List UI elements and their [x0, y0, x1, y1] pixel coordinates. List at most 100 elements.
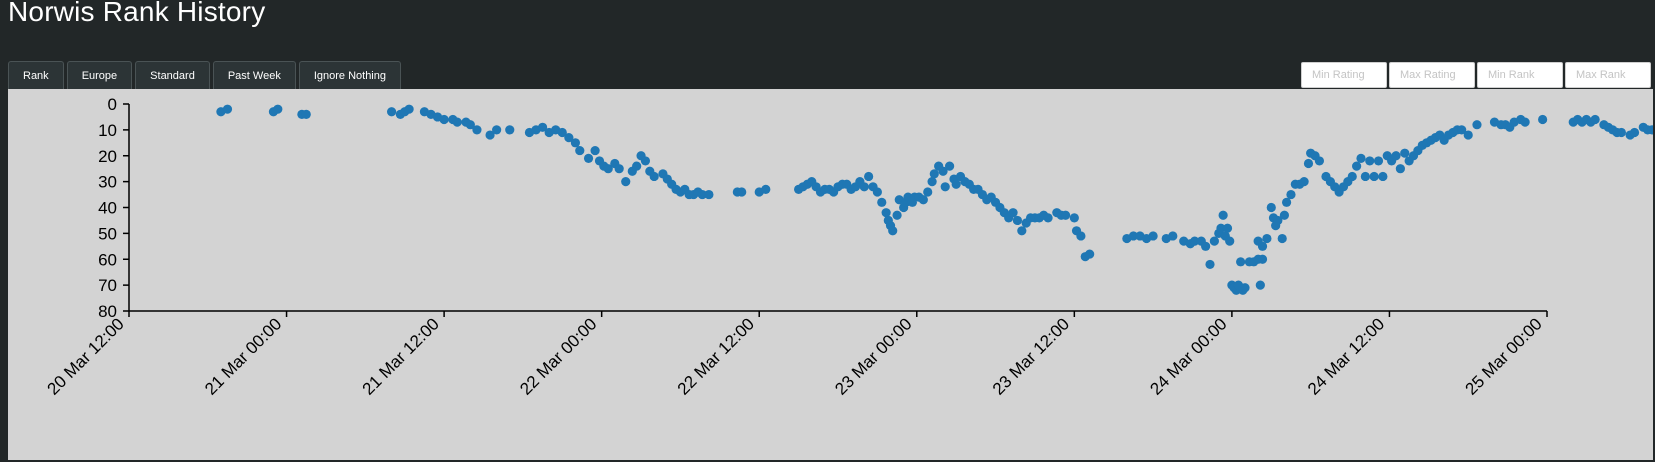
data-point[interactable] — [640, 156, 651, 166]
data-point[interactable] — [1257, 241, 1268, 251]
data-point[interactable] — [945, 161, 955, 171]
data-point[interactable] — [1085, 249, 1095, 259]
data-point[interactable] — [1218, 210, 1228, 220]
data-point[interactable] — [301, 109, 311, 119]
data-point[interactable] — [1222, 223, 1233, 233]
data-point[interactable] — [1360, 171, 1370, 182]
data-point[interactable] — [1647, 125, 1653, 135]
data-point[interactable] — [485, 130, 495, 140]
data-point[interactable] — [1255, 280, 1265, 290]
max-rating-input[interactable] — [1389, 62, 1475, 88]
data-point[interactable] — [1616, 127, 1627, 138]
data-point[interactable] — [1352, 161, 1362, 171]
data-point[interactable] — [1205, 259, 1215, 270]
data-point[interactable] — [892, 210, 902, 220]
data-point[interactable] — [1216, 223, 1226, 233]
data-point[interactable] — [1286, 189, 1296, 200]
data-point[interactable] — [1017, 226, 1027, 236]
data-point[interactable] — [697, 189, 707, 200]
data-point[interactable] — [1281, 197, 1292, 207]
data-point[interactable] — [1365, 156, 1375, 166]
data-point[interactable] — [465, 120, 475, 130]
data-point[interactable] — [583, 153, 594, 163]
time-range-button[interactable]: Past Week — [212, 61, 296, 89]
data-point[interactable] — [927, 177, 937, 187]
data-point[interactable] — [888, 226, 898, 236]
data-point[interactable] — [877, 197, 887, 207]
data-point[interactable] — [940, 182, 950, 192]
data-point[interactable] — [472, 125, 482, 135]
data-point[interactable] — [222, 104, 233, 114]
data-point[interactable] — [614, 164, 624, 174]
data-point[interactable] — [1257, 254, 1268, 264]
data-point[interactable] — [439, 114, 449, 125]
data-point[interactable] — [649, 171, 659, 182]
data-point[interactable] — [1190, 236, 1200, 246]
data-point[interactable] — [1629, 127, 1640, 138]
data-point[interactable] — [859, 182, 869, 192]
data-point[interactable] — [864, 171, 874, 182]
data-point[interactable] — [1266, 202, 1276, 213]
data-point[interactable] — [505, 125, 515, 135]
data-point[interactable] — [492, 125, 502, 135]
format-button[interactable]: Standard — [135, 61, 210, 89]
data-point[interactable] — [1347, 171, 1357, 182]
data-point[interactable] — [929, 169, 939, 179]
data-point[interactable] — [557, 127, 567, 138]
data-point[interactable] — [1262, 233, 1272, 244]
data-point[interactable] — [1303, 158, 1314, 169]
data-point[interactable] — [575, 145, 585, 156]
data-point[interactable] — [1400, 148, 1410, 158]
data-point[interactable] — [1279, 210, 1290, 220]
data-point[interactable] — [1076, 231, 1086, 241]
data-point[interactable] — [590, 145, 600, 156]
data-point[interactable] — [1240, 283, 1250, 293]
data-point[interactable] — [1395, 164, 1405, 174]
data-point[interactable] — [1590, 114, 1600, 125]
data-point[interactable] — [537, 122, 548, 132]
data-point[interactable] — [704, 189, 714, 200]
data-point[interactable] — [872, 187, 882, 197]
data-point[interactable] — [1168, 231, 1178, 241]
data-point[interactable] — [632, 161, 642, 171]
data-point[interactable] — [386, 107, 397, 117]
data-point[interactable] — [1043, 213, 1053, 223]
min-rating-input[interactable] — [1301, 62, 1387, 88]
min-rank-input[interactable] — [1477, 62, 1563, 88]
data-point[interactable] — [951, 179, 961, 189]
data-point[interactable] — [1520, 117, 1530, 127]
data-point[interactable] — [1273, 215, 1283, 226]
data-point[interactable] — [1457, 125, 1467, 135]
data-point[interactable] — [761, 184, 771, 194]
data-point[interactable] — [1060, 210, 1071, 220]
data-point[interactable] — [1463, 130, 1473, 140]
data-point[interactable] — [564, 133, 574, 143]
data-point[interactable] — [1012, 215, 1023, 226]
data-point[interactable] — [1538, 114, 1548, 125]
rank-button[interactable]: Rank — [8, 61, 64, 89]
data-point[interactable] — [1373, 156, 1384, 166]
data-point[interactable] — [1472, 120, 1482, 130]
data-point[interactable] — [1225, 236, 1235, 246]
data-point[interactable] — [1128, 231, 1139, 241]
data-point[interactable] — [570, 138, 581, 148]
data-point[interactable] — [1277, 233, 1287, 244]
data-point[interactable] — [452, 117, 462, 127]
data-point[interactable] — [1391, 151, 1401, 161]
data-point[interactable] — [1148, 231, 1158, 241]
data-point[interactable] — [918, 195, 928, 205]
data-point[interactable] — [273, 104, 283, 114]
data-point[interactable] — [938, 166, 948, 176]
max-rank-input[interactable] — [1565, 62, 1651, 88]
data-point[interactable] — [1356, 153, 1366, 163]
data-point[interactable] — [1069, 213, 1079, 223]
ignore-filter-button[interactable]: Ignore Nothing — [298, 61, 401, 89]
data-point[interactable] — [1369, 171, 1379, 182]
data-point[interactable] — [881, 208, 891, 218]
data-point[interactable] — [603, 164, 613, 174]
data-point[interactable] — [1209, 236, 1219, 246]
data-point[interactable] — [1201, 241, 1211, 251]
data-point[interactable] — [923, 187, 933, 197]
data-point[interactable] — [1314, 156, 1325, 166]
data-point[interactable] — [1008, 208, 1018, 218]
